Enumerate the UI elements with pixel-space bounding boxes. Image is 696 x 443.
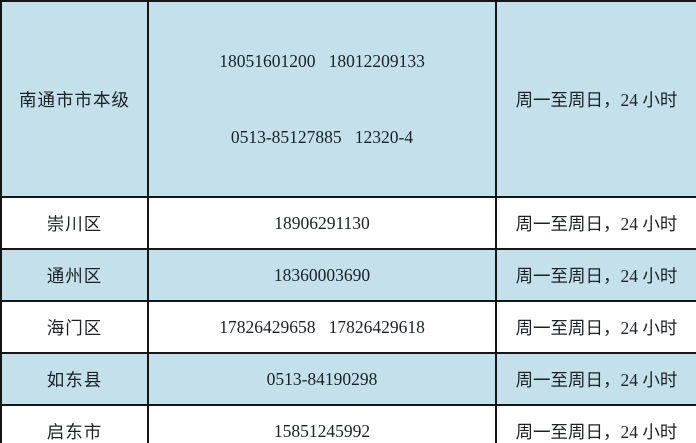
region-cell: 海门区: [0, 300, 149, 354]
phone-line: 0513-85127885 12320-4: [230, 127, 414, 147]
phone-line: 18051601200 18012209133: [219, 51, 425, 71]
region-cell: 南通市市本级: [0, 0, 149, 198]
region-cell: 崇川区: [0, 196, 149, 250]
hours-cell: 周一至周日，24 小时: [495, 248, 696, 302]
hours-cell: 周一至周日，24 小时: [495, 404, 696, 443]
phone-cell: 15851245992: [147, 404, 497, 443]
region-cell: 通州区: [0, 248, 149, 302]
hours-cell: 周一至周日，24 小时: [495, 300, 696, 354]
hours-cell: 周一至周日，24 小时: [495, 0, 696, 198]
region-cell: 启东市: [0, 404, 149, 443]
region-cell: 如东县: [0, 352, 149, 406]
phone-cell: 18051601200 18012209133 0513-85127885 12…: [147, 0, 497, 198]
table-row: 海门区 17826429658 17826429618 周一至周日，24 小时: [0, 300, 696, 354]
table-row: 启东市 15851245992 周一至周日，24 小时: [0, 404, 696, 443]
table-row: 崇川区 18906291130 周一至周日，24 小时: [0, 196, 696, 250]
table-row: 如东县 0513-84190298 周一至周日，24 小时: [0, 352, 696, 406]
hours-cell: 周一至周日，24 小时: [495, 352, 696, 406]
hours-cell: 周一至周日，24 小时: [495, 196, 696, 250]
phone-cell: 17826429658 17826429618: [147, 300, 497, 354]
table-row: 通州区 18360003690 周一至周日，24 小时: [0, 248, 696, 302]
table-row: 南通市市本级 18051601200 18012209133 0513-8512…: [0, 0, 696, 198]
phone-cell: 18906291130: [147, 196, 497, 250]
phone-cell: 0513-84190298: [147, 352, 497, 406]
phone-cell: 18360003690: [147, 248, 497, 302]
